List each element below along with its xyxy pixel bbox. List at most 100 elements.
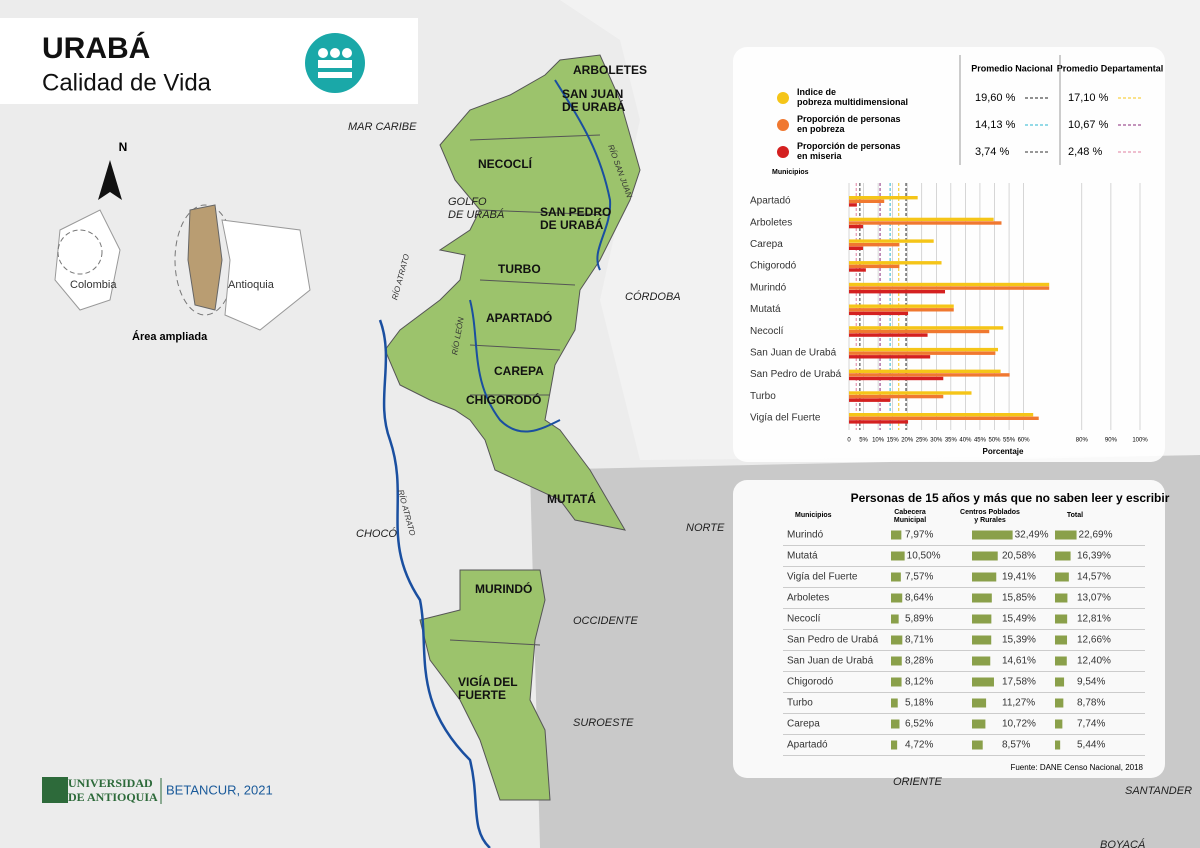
table-value: 15,49% bbox=[1002, 614, 1036, 625]
x-tick-label: 10% bbox=[872, 438, 885, 444]
row-name: Murindó bbox=[787, 530, 824, 541]
legend-label: Indice de pobreza multidimensional bbox=[797, 87, 908, 107]
x-tick-label: 30% bbox=[930, 438, 943, 444]
bar bbox=[849, 290, 946, 294]
table-bar bbox=[1055, 614, 1068, 624]
table-value: 5,18% bbox=[905, 698, 933, 709]
university-line: DE ANTIOQUIA bbox=[68, 790, 158, 804]
river-leon bbox=[469, 299, 561, 433]
bar bbox=[849, 416, 1039, 420]
legend-departmental: 17,10 % bbox=[1068, 92, 1109, 104]
table-value: 16,39% bbox=[1077, 551, 1111, 562]
table-value: 7,74% bbox=[1077, 719, 1105, 730]
map-label: MAR CARIBE bbox=[348, 121, 417, 133]
table-bar bbox=[972, 572, 997, 582]
icon-people bbox=[318, 48, 352, 78]
river-san-juan bbox=[554, 79, 612, 271]
map-label: MURINDÓ bbox=[475, 581, 532, 596]
legend-departmental: 2,48 % bbox=[1068, 146, 1102, 158]
bar bbox=[849, 199, 885, 203]
row-name: Mutatá bbox=[787, 551, 818, 562]
title: URABÁ bbox=[42, 31, 150, 65]
legend-swatch bbox=[777, 119, 789, 131]
bar bbox=[849, 333, 928, 337]
table-title: Personas de 15 años y más que no saben l… bbox=[851, 491, 1170, 505]
map-label: TURBO bbox=[498, 262, 541, 276]
table-value: 14,57% bbox=[1077, 572, 1111, 583]
map-label: ARBOLETES bbox=[573, 63, 647, 77]
table-value: 6,52% bbox=[905, 719, 933, 730]
x-tick-label: 80% bbox=[1076, 438, 1089, 444]
legend-national: 3,74 % bbox=[975, 146, 1009, 158]
row-name: San Pedro de Urabá bbox=[787, 635, 879, 646]
department-label: Antioquia bbox=[228, 279, 275, 291]
table-header: Cabecera Municipal bbox=[894, 509, 926, 524]
map-label: CHOCÓ bbox=[356, 527, 397, 540]
table-header: Centros Poblados y Rurales bbox=[960, 509, 1020, 524]
table-bar bbox=[891, 698, 898, 708]
table-value: 9,54% bbox=[1077, 677, 1105, 688]
category-label: Vigía del Fuerte bbox=[750, 413, 821, 424]
x-tick-label: 0 bbox=[847, 438, 851, 444]
table-bar bbox=[891, 614, 899, 624]
map-label: OCCIDENTE bbox=[573, 615, 638, 627]
table-bar bbox=[972, 740, 983, 750]
table-bar bbox=[891, 656, 902, 666]
table-bar bbox=[891, 635, 903, 645]
category-label: Carepa bbox=[750, 239, 783, 250]
legend-swatch bbox=[777, 146, 789, 158]
table-value: 12,66% bbox=[1077, 635, 1111, 646]
map-label: FUERTE bbox=[458, 688, 506, 702]
map-label: GOLFO bbox=[448, 196, 487, 208]
table-bar bbox=[891, 530, 902, 540]
bar bbox=[849, 196, 918, 200]
map-label: NECOCLÍ bbox=[478, 156, 533, 171]
legend-national: 19,60 % bbox=[975, 92, 1016, 104]
row-name: Necoclí bbox=[787, 614, 821, 625]
table-bar bbox=[891, 572, 901, 582]
map-label: BOYACÁ bbox=[1100, 838, 1145, 848]
chart-panel bbox=[733, 47, 1165, 462]
table-value: 5,44% bbox=[1077, 740, 1105, 751]
row-name: Chigorodó bbox=[787, 677, 834, 688]
map-label: APARTADÓ bbox=[486, 310, 552, 325]
y-axis-label: Municipios bbox=[772, 169, 809, 176]
table-bar bbox=[1055, 656, 1067, 666]
bar bbox=[849, 398, 891, 402]
bar bbox=[849, 420, 909, 424]
bar bbox=[849, 394, 944, 399]
bar bbox=[849, 308, 954, 312]
inset-caption: Área ampliada bbox=[132, 330, 208, 343]
category-label: San Pedro de Urabá bbox=[750, 369, 842, 380]
x-tick-label: 35% bbox=[945, 438, 958, 444]
table-value: 8,71% bbox=[905, 635, 933, 646]
table-bar bbox=[972, 635, 992, 645]
map-label: CHIGORODÓ bbox=[466, 392, 541, 407]
bar bbox=[849, 351, 996, 355]
bar bbox=[849, 413, 1034, 417]
bar bbox=[849, 369, 1001, 373]
inset bbox=[54, 160, 311, 331]
bar bbox=[849, 221, 1002, 225]
row-name: Turbo bbox=[787, 698, 813, 709]
table-value: 20,58% bbox=[1002, 551, 1036, 562]
table-bar bbox=[972, 551, 998, 561]
bar bbox=[849, 326, 1004, 330]
table-value: 8,28% bbox=[905, 656, 933, 667]
table-bar bbox=[972, 698, 987, 708]
table-value: 14,61% bbox=[1002, 656, 1036, 667]
category-label: Chigorodó bbox=[750, 261, 797, 272]
municipal-borders bbox=[449, 134, 611, 646]
category-label: Mutatá bbox=[750, 304, 781, 315]
table-value: 13,07% bbox=[1077, 593, 1111, 604]
subtitle: Calidad de Vida bbox=[42, 69, 212, 96]
table-value: 15,39% bbox=[1002, 635, 1036, 646]
map-label: DE URABÁ bbox=[448, 208, 504, 221]
x-tick-label: 60% bbox=[1018, 438, 1031, 444]
map-label: CÓRDOBA bbox=[625, 290, 681, 303]
source: Fuente: DANE Censo Nacional, 2018 bbox=[1010, 763, 1143, 772]
x-tick-label: 25% bbox=[916, 438, 929, 444]
x-tick-label: 15% bbox=[887, 438, 900, 444]
map-label: CAREPA bbox=[494, 364, 544, 378]
